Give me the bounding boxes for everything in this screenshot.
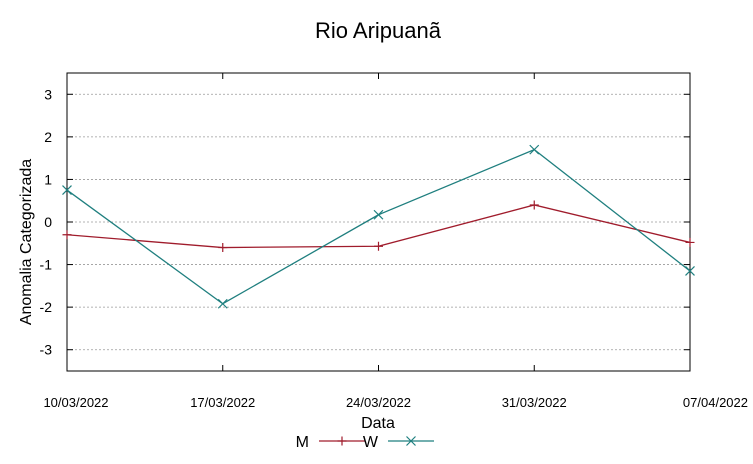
y-axis-label: Anomalia Categorizada [18, 159, 35, 325]
data-point-marker [218, 243, 228, 253]
data-point-marker [217, 298, 228, 309]
series-line-m [66, 204, 691, 249]
y-tick-label: 1 [44, 171, 52, 187]
data-point-marker [529, 144, 540, 155]
legend-label-w: W [363, 434, 379, 451]
legend-label-m: M [296, 434, 309, 451]
data-point-marker [406, 436, 416, 446]
grid-lines [66, 73, 691, 371]
x-tick-label: 24/03/2022 [346, 395, 411, 410]
data-point-marker [62, 185, 72, 195]
x-tick-label: 17/03/2022 [190, 395, 255, 410]
y-tick-label: 0 [44, 214, 52, 230]
data-point-marker [529, 200, 539, 210]
plot-frame [66, 72, 691, 372]
data-point-marker [337, 436, 347, 446]
data-point-marker [685, 237, 695, 247]
y-tick-label: 3 [44, 86, 52, 102]
y-tick-labels: 3 2 1 0 -1 -2 -3 [40, 86, 53, 357]
data-point-marker [62, 230, 72, 240]
x-tick-label: 31/03/2022 [502, 395, 567, 410]
y-tick-label: -2 [40, 299, 53, 315]
y-tick-label: -3 [40, 342, 53, 358]
chart-title: Rio Aripuanã [315, 18, 442, 43]
series-lines [62, 144, 695, 309]
y-tick-label: -1 [40, 257, 53, 273]
data-point-marker [373, 209, 384, 220]
x-axis-label: Data [361, 415, 395, 432]
x-tick-labels: 10/03/2022 17/03/2022 24/03/2022 31/03/2022… [43, 395, 748, 410]
y-tick-label: 2 [44, 129, 52, 145]
x-tick-label: 10/03/2022 [43, 395, 108, 410]
series-line-w [66, 148, 691, 305]
data-point-marker [374, 241, 383, 251]
x-tick-label: 07/04/2022 [683, 395, 748, 410]
data-point-marker [685, 266, 695, 276]
